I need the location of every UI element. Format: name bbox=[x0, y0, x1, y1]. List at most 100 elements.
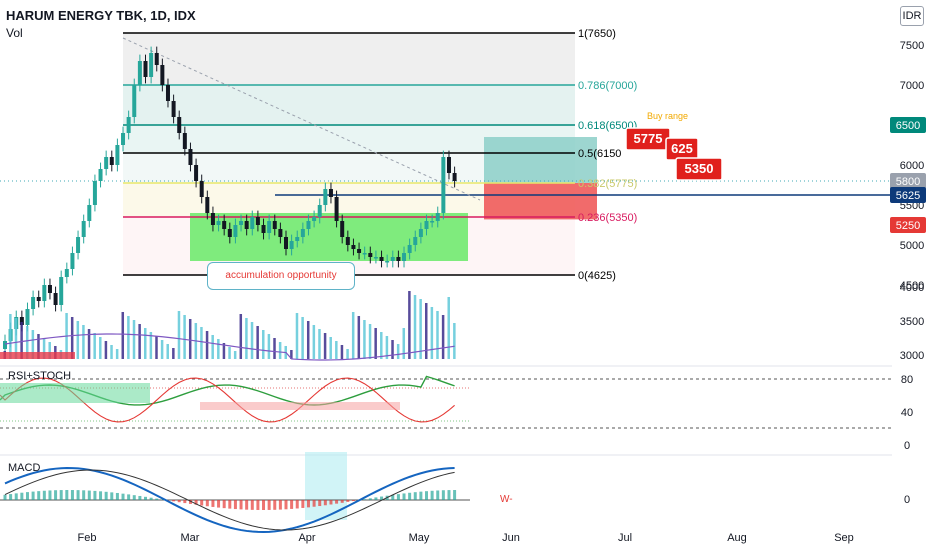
volume-bar bbox=[262, 330, 265, 359]
candle-body bbox=[42, 285, 47, 301]
macd-histogram-bar bbox=[9, 494, 13, 500]
volume-bar bbox=[323, 333, 327, 359]
x-axis-label: Sep bbox=[834, 532, 854, 544]
candle-body bbox=[284, 237, 288, 249]
candle-body bbox=[278, 229, 283, 237]
volume-bar bbox=[42, 338, 46, 359]
volume-bar bbox=[447, 297, 450, 359]
x-axis-label: Aug bbox=[727, 532, 747, 544]
candle-body bbox=[216, 221, 221, 225]
candle-body bbox=[323, 189, 328, 205]
candle-body bbox=[205, 197, 210, 213]
price-tag-box bbox=[890, 187, 926, 203]
macd-signal-line bbox=[4, 469, 455, 531]
macd-histogram-bar bbox=[436, 490, 440, 500]
candle-body bbox=[64, 269, 69, 277]
macd-histogram-bar bbox=[447, 490, 451, 500]
price-tick-label: 3000 bbox=[900, 350, 924, 362]
tag-5350-box bbox=[675, 157, 723, 181]
macd-histogram-bar bbox=[329, 500, 333, 505]
candle-body bbox=[171, 101, 176, 117]
macd-histogram-bar bbox=[453, 490, 457, 500]
volume-red-strip bbox=[0, 352, 75, 359]
x-axis-label: Mar bbox=[181, 532, 200, 544]
volume-bar bbox=[413, 295, 417, 359]
candle-body bbox=[441, 157, 446, 213]
volume-bar bbox=[104, 341, 108, 359]
candle-body bbox=[182, 133, 187, 149]
candle-body bbox=[177, 117, 182, 133]
macd-histogram-bar bbox=[87, 490, 91, 500]
macd-histogram-bar bbox=[346, 500, 350, 502]
candle-body bbox=[418, 229, 423, 237]
candle-body bbox=[385, 261, 390, 263]
candle-body bbox=[109, 157, 114, 165]
rsi-fill-green bbox=[0, 383, 150, 403]
candle-body bbox=[76, 237, 81, 253]
tag-5350-label: 5350 bbox=[685, 161, 714, 176]
macd-histogram-bar bbox=[14, 493, 18, 500]
price-tag-label: 5800 bbox=[896, 176, 920, 188]
volume-bar bbox=[301, 317, 304, 359]
volume-bar bbox=[228, 347, 231, 359]
candle-body bbox=[143, 61, 148, 77]
macd-histogram-bar bbox=[183, 500, 187, 504]
candle-body bbox=[47, 285, 52, 293]
fib-label: 0.618(6500) bbox=[578, 120, 637, 132]
macd-histogram-bar bbox=[306, 500, 310, 508]
candle-body bbox=[121, 133, 126, 145]
macd-histogram-bar bbox=[256, 500, 260, 510]
currency-badge[interactable]: IDR bbox=[900, 6, 924, 26]
volume-bar bbox=[306, 321, 310, 359]
volume-bar bbox=[425, 303, 428, 359]
candle-body bbox=[413, 237, 418, 245]
volume-bar bbox=[368, 324, 372, 359]
price-tag-label: 5250 bbox=[896, 220, 920, 232]
candle-body bbox=[357, 249, 362, 253]
volume-bar bbox=[217, 339, 220, 359]
volume-bar bbox=[110, 345, 113, 359]
macd-histogram-bar bbox=[267, 500, 271, 510]
x-axis-label: Feb bbox=[78, 532, 97, 544]
macd-histogram-bar bbox=[301, 500, 305, 508]
price-tag-box bbox=[890, 217, 926, 233]
price-tag-label: 6500 bbox=[896, 120, 920, 132]
macd-histogram-bar bbox=[144, 496, 147, 500]
candle-body bbox=[396, 257, 401, 261]
candle-body bbox=[227, 229, 232, 237]
candle-body bbox=[199, 181, 204, 197]
candle-body bbox=[267, 221, 272, 233]
candle-body bbox=[402, 253, 407, 261]
volume-bar bbox=[273, 338, 276, 359]
candle-body bbox=[261, 225, 266, 233]
candle-body bbox=[368, 253, 373, 257]
fib-label: 1(7650) bbox=[578, 28, 616, 40]
volume-bar bbox=[144, 328, 147, 359]
fib-label: 0.5(6150 bbox=[578, 148, 621, 160]
macd-histogram-bar bbox=[408, 492, 412, 500]
macd-histogram-bar bbox=[93, 490, 97, 500]
volume-bar bbox=[419, 299, 422, 359]
macd-histogram-bar bbox=[59, 490, 63, 500]
macd-histogram-bar bbox=[222, 500, 226, 509]
macd-histogram-bar bbox=[374, 497, 378, 500]
volume-bar bbox=[222, 343, 226, 359]
macd-histogram-bar bbox=[194, 500, 198, 505]
macd-histogram-bar bbox=[99, 491, 103, 500]
rsi-fill-red bbox=[200, 402, 400, 410]
macd-histogram-bar bbox=[54, 490, 58, 500]
candle-body bbox=[194, 165, 199, 181]
macd-histogram-bar bbox=[233, 500, 237, 510]
macd-highlight bbox=[305, 452, 347, 520]
volume-bar bbox=[436, 311, 439, 359]
macd-histogram-bar bbox=[48, 490, 52, 500]
candle-body bbox=[92, 181, 97, 205]
volume-bar bbox=[177, 311, 181, 359]
volume-bar bbox=[374, 328, 377, 359]
candle-body bbox=[312, 217, 317, 221]
candle-body bbox=[373, 257, 378, 259]
candle-body bbox=[3, 341, 7, 349]
macd-histogram-bar bbox=[82, 490, 86, 500]
volume-bar bbox=[166, 344, 169, 359]
